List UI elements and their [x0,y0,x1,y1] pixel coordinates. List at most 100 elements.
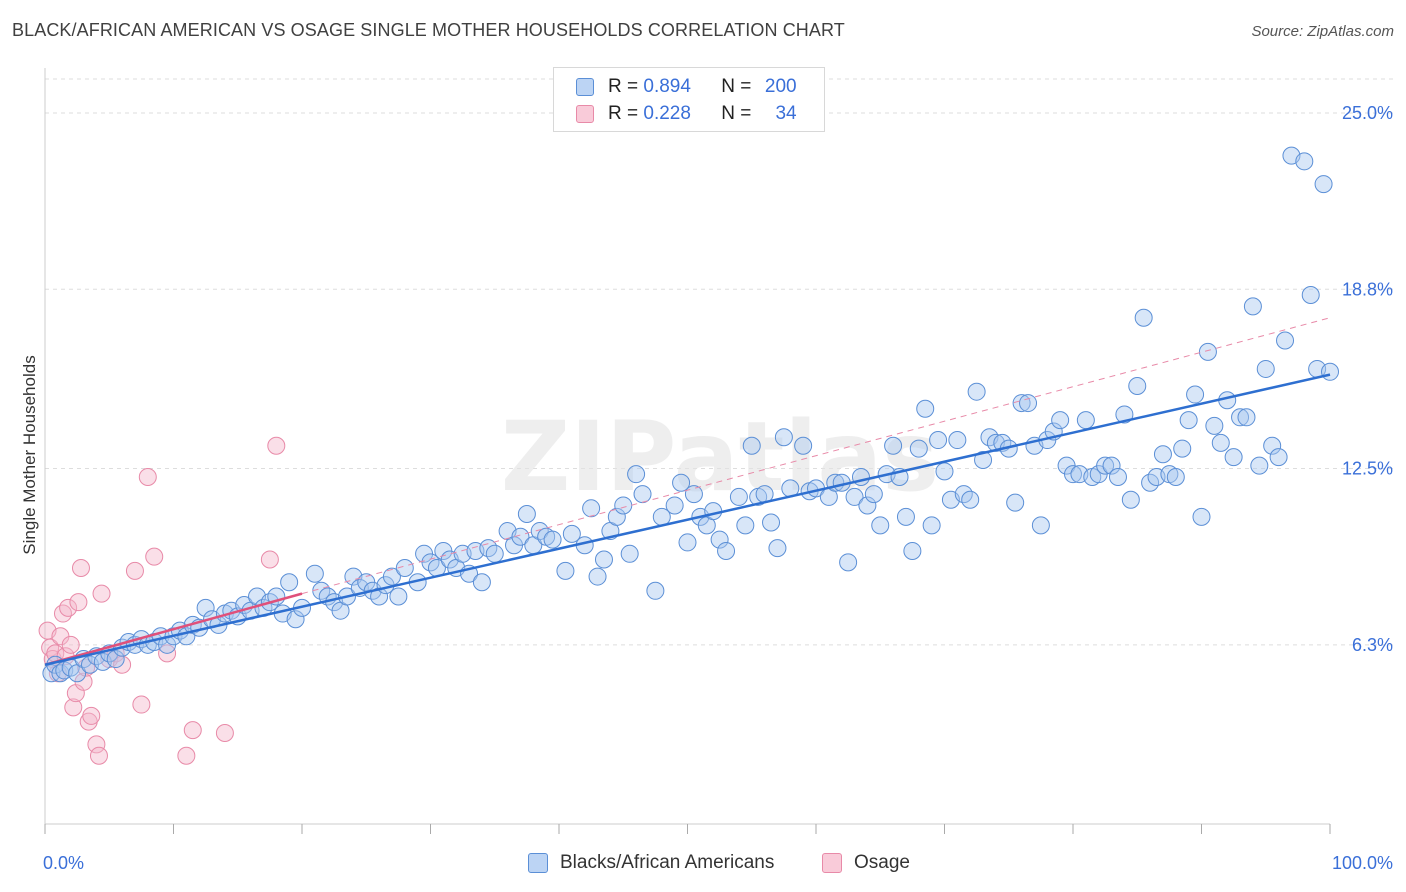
osage-point [260,550,279,569]
blacks-point [620,544,639,563]
blacks-point [1012,394,1031,413]
blacks-point [472,573,491,592]
blacks-point [1031,516,1050,535]
y-tick-label: 12.5% [1342,458,1393,478]
blacks-point [922,516,941,535]
blacks-point [556,561,575,580]
osage-trend-extension [301,317,1331,595]
blacks-point [896,507,915,526]
n-value: 200 [764,76,797,97]
blacks-point [1250,456,1269,475]
blacks-point [280,573,299,592]
trend-lines [44,317,1331,666]
blacks-point [594,550,613,569]
osage-point [41,638,60,657]
blacks-point [794,436,813,455]
blacks-point [1321,362,1339,381]
axes [44,68,1331,834]
osage-point [87,735,106,754]
blacks-trend-line [44,373,1331,666]
r-value: 0.894 [643,76,691,97]
blacks-point [106,650,125,669]
stats-row-osage: R = 0.228 N = 34 [576,102,797,126]
blacks-point [839,553,858,572]
blacks-point [1192,507,1211,526]
osage-point [177,746,196,765]
osage-point [53,604,72,623]
blacks-point [1301,285,1320,304]
blacks-point [1231,408,1250,427]
osage-point [92,584,111,603]
blacks-point [742,436,761,455]
blacks-point [1276,331,1295,350]
blacks-point [1198,342,1217,361]
blacks-point [903,541,922,560]
blacks-point [961,490,980,509]
legend-item-blacks: Blacks/African Americans [528,852,774,874]
blacks-point [1134,308,1153,327]
blacks-point [1314,175,1333,194]
legend-label-blacks: Blacks/African Americans [560,852,775,873]
blacks-point [305,564,324,583]
blacks-point [974,450,993,469]
blacks-point [1205,416,1224,435]
blacks-point [774,428,793,447]
osage-point [59,598,78,617]
watermark: ZIPatlas [501,401,940,513]
blacks-point [1115,405,1134,424]
osage-point [71,559,90,578]
blacks-point [1295,152,1314,171]
x-tick-label: 100.0% [1332,853,1393,873]
blacks-point [1064,465,1082,484]
blacks-point [1166,468,1185,487]
blacks-point [710,530,729,549]
osage-point [138,468,157,487]
y-tick-label: 18.8% [1342,279,1393,299]
x-tick-label: 0.0% [43,853,84,873]
blacks-point [845,487,864,506]
blacks-point [517,504,536,523]
blacks-point [1256,359,1275,378]
blacks-point [916,399,935,418]
blacks-point [858,496,877,515]
blacks-point [614,496,633,515]
chart-title: BLACK/AFRICAN AMERICAN VS OSAGE SINGLE M… [12,20,845,40]
blacks-point [633,485,652,504]
blacks-point [1019,394,1038,413]
blacks-point [948,431,967,450]
blacks-point [582,499,601,518]
osage-point [215,723,234,742]
blacks-point [1076,411,1095,430]
blacks-point [1153,445,1172,464]
blacks-point [665,496,684,515]
blacks-point [884,436,903,455]
blacks-point [1173,439,1192,458]
legend-label-osage: Osage [854,852,910,873]
blacks-point [1224,448,1243,467]
blacks-point [627,465,646,484]
blacks-point [717,541,736,560]
y-tick-label: 6.3% [1352,635,1393,655]
blacks-point [864,485,883,504]
blacks-point [543,530,562,549]
osage-point [145,547,164,566]
blacks-point [646,581,665,600]
blacks-point [684,485,703,504]
blacks-point [1108,468,1127,487]
blacks-point [286,610,305,629]
blacks-point [607,507,626,526]
stats-row-blacks: R = 0.894 N = 200 [576,75,797,99]
blacks-point [704,502,723,521]
n-label: N = [721,103,752,124]
blacks-point [1096,456,1115,475]
osage-point [61,635,80,654]
blacks-point [511,527,530,546]
blacks-point [762,513,781,532]
pink-swatch-icon [576,105,594,123]
blacks-point [935,462,954,481]
blacks-point [729,487,748,506]
osage-points [38,436,286,765]
osage-point [125,561,144,580]
blacks-point [1186,385,1205,404]
